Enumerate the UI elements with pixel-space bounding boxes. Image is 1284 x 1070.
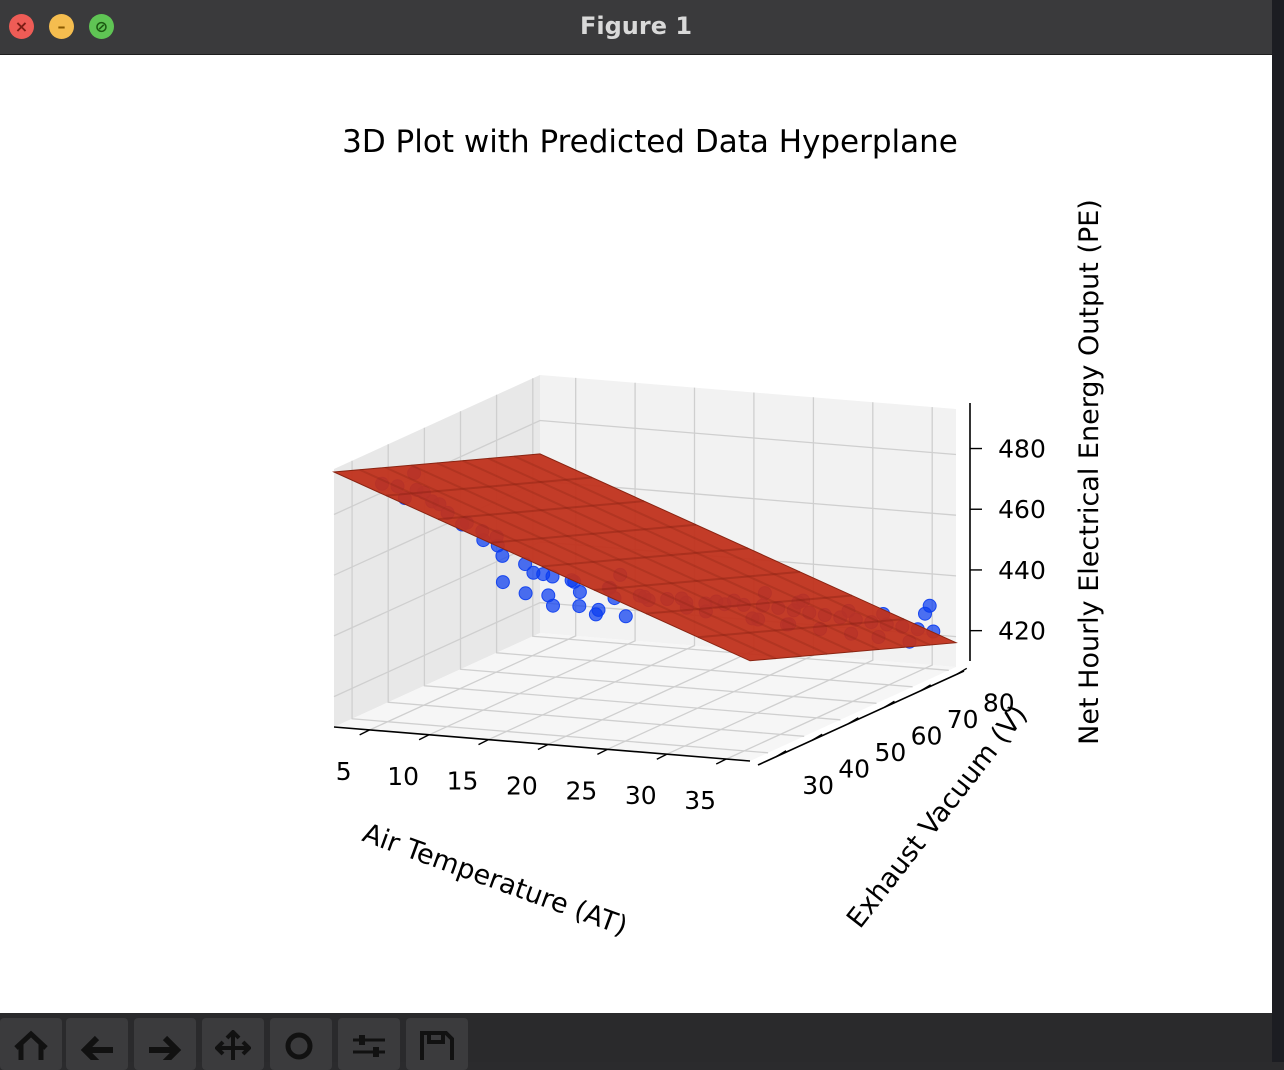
y-tick-label: 30 [802,771,834,800]
pan-button[interactable] [202,1018,264,1070]
y-tick-label: 60 [911,721,943,750]
z-axis-label: Net Hourly Electrical Energy Output (PE) [1074,199,1105,745]
x-tick [597,748,608,755]
configure-subplots-button[interactable] [338,1018,400,1070]
x-tick [359,729,370,736]
x-tick [418,734,430,741]
grid-line-x [725,407,933,760]
window-titlebar: × – ⊘ Figure 1 [0,0,1272,55]
data-point [922,598,937,613]
x-tick-label: 25 [565,776,597,805]
close-icon: × [14,17,29,36]
hyperplane-shade [488,457,905,649]
figure-canvas[interactable]: 3D Plot with Predicted Data Hyperplane 5… [0,55,1272,1013]
hyperplane-shade [436,462,854,653]
x-tick-label: 5 [336,757,352,786]
hyperplane-shade [385,476,593,497]
hyperplane-shade [437,500,645,521]
window-title: Figure 1 [579,12,693,40]
hyperplane-shade [645,594,853,615]
home-button[interactable] [0,1018,62,1070]
data-point [618,609,633,624]
x-axis-line [333,726,751,762]
grid-line-y [351,460,769,754]
y-tick-label: 70 [947,705,979,734]
data-point [572,599,587,614]
figure-toolbar [0,1013,1272,1070]
data-point [495,548,510,563]
hyperplane-shade [462,459,880,651]
hyperplane [332,453,958,662]
y-axis-line [757,670,965,766]
y-tick [811,733,823,741]
home-icon [14,1030,48,1060]
x-tick-label: 35 [684,786,716,815]
hyperplane-shade [697,618,905,639]
x-tick [478,739,489,746]
data-point [495,575,510,590]
hyperplane-shade [513,455,931,646]
x-tick [715,758,727,765]
back-arrow-icon [80,1035,113,1060]
y-tick-label: 80 [983,688,1015,717]
x-tick-label: 15 [447,767,479,796]
y-tick [884,700,895,708]
data-point [546,598,560,613]
z-tick-label: 480 [998,435,1046,464]
hyperplane-shade [541,547,749,568]
minimize-window-button[interactable]: – [49,14,74,39]
grid-line-x [488,387,696,741]
hyperplane-shade [489,523,697,544]
forward-arrow-icon [149,1035,182,1060]
z-tick-label: 460 [998,495,1046,524]
y-tick [920,684,931,692]
configure-subplots-icon [353,1035,385,1057]
save-icon [420,1031,454,1060]
maximize-window-button[interactable]: ⊘ [89,14,114,39]
grid-line-x [428,382,636,736]
y-tick [775,750,787,758]
data-point [518,586,533,601]
hyperplane-surface [332,453,958,662]
plot-3d[interactable]: 3D Plot with Predicted Data Hyperplane 5… [0,55,1272,1013]
z-tick-label: 420 [998,617,1046,646]
x-tick-label: 20 [506,772,538,801]
zoom-button[interactable] [270,1018,332,1070]
y-tick [847,717,859,725]
zoom-icon [285,1032,313,1060]
background-window-edge [1272,0,1284,1062]
hyperplane-shade [385,466,802,658]
minimize-icon: – [57,17,66,36]
pan-icon [215,1030,251,1060]
grid-line-y [387,444,805,737]
pane-floor [334,633,956,761]
chart-title: 3D Plot with Predicted Data Hyperplane [342,124,958,160]
hyperplane-shade [593,570,801,592]
x-tick-label: 30 [625,781,657,810]
x-tick [537,743,549,751]
grid-line-x [369,377,577,731]
grid-line-y [423,427,841,721]
y-tick [956,667,968,675]
data-point [536,567,551,582]
y-tick-label: 40 [838,754,870,783]
grid-line-x [666,402,874,755]
close-window-button[interactable]: × [9,14,34,39]
z-tick-label: 440 [998,556,1046,585]
back-button[interactable] [66,1018,128,1070]
hyperplane-shade [410,464,828,655]
save-button[interactable] [406,1018,468,1070]
data-point [588,607,603,622]
x-tick [656,753,668,760]
fullscreen-icon: ⊘ [94,17,109,36]
axis-lines [333,403,971,766]
hyperplane-shade [359,468,777,660]
x-axis-label: Air Temperature (AT) [358,818,631,943]
forward-button[interactable] [134,1018,196,1070]
y-tick-label: 50 [874,738,906,767]
x-tick-label: 10 [387,762,419,791]
